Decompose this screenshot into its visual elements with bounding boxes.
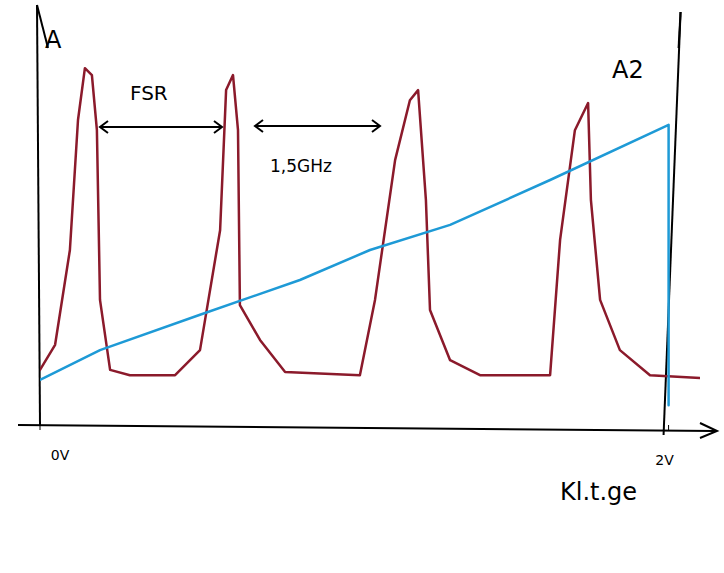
annotation: FSR <box>130 81 168 105</box>
y2-axis-arrow <box>679 12 681 48</box>
y2-axis <box>664 12 681 435</box>
y-axis <box>37 5 40 425</box>
axes <box>18 5 717 438</box>
fsr-arrow <box>100 121 222 133</box>
x-axis-arrow <box>700 423 717 438</box>
chart: 0V 2V A A2 Kl.t.ge FSR 1,5GHz <box>0 0 724 573</box>
x-axis-label: Kl.t.ge <box>560 478 637 506</box>
annotation: 1,5GHz <box>270 156 332 176</box>
x-tick <box>668 425 669 430</box>
x-axis <box>18 425 715 431</box>
y-axis-label: A <box>45 26 62 54</box>
y2-axis-label: A2 <box>612 56 644 84</box>
x-tick-label: 2V <box>655 452 674 468</box>
ghz-arrow <box>255 120 380 132</box>
plot-area <box>40 68 700 405</box>
x-tick <box>40 425 41 430</box>
line-series <box>40 68 700 378</box>
line-series <box>40 125 669 405</box>
x-tick-label: 0V <box>51 447 70 463</box>
